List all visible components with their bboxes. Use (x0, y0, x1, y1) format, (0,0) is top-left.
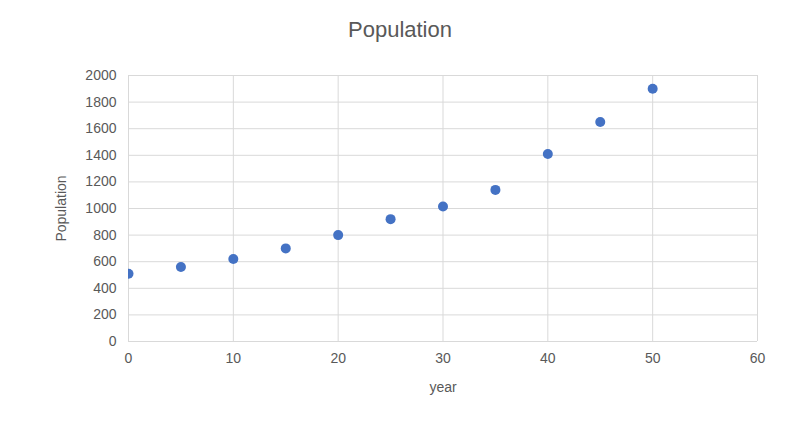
svg-text:50: 50 (645, 350, 661, 366)
svg-text:1600: 1600 (85, 120, 116, 136)
svg-text:Population: Population (53, 175, 69, 241)
svg-text:year: year (429, 379, 457, 395)
svg-text:1800: 1800 (85, 94, 116, 110)
svg-text:400: 400 (93, 280, 117, 296)
svg-text:2000: 2000 (85, 67, 116, 83)
svg-text:10: 10 (226, 350, 242, 366)
svg-text:20: 20 (330, 350, 346, 366)
svg-text:0: 0 (125, 350, 133, 366)
svg-text:1200: 1200 (85, 173, 116, 189)
svg-text:60: 60 (750, 350, 766, 366)
svg-text:800: 800 (93, 227, 117, 243)
svg-text:1000: 1000 (85, 200, 116, 216)
svg-text:40: 40 (540, 350, 556, 366)
svg-text:600: 600 (93, 253, 117, 269)
svg-text:1400: 1400 (85, 147, 116, 163)
svg-text:30: 30 (435, 350, 451, 366)
html-text:Population: Population (348, 17, 452, 42)
svg-text:0: 0 (109, 333, 117, 349)
svg-text:200: 200 (93, 306, 117, 322)
